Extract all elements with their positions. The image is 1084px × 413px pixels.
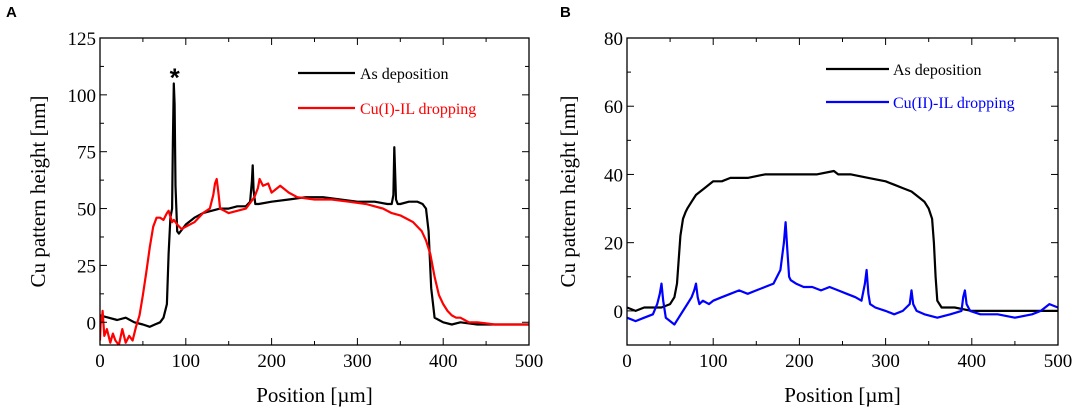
legend-label-b-1: As deposition — [893, 62, 981, 79]
legend-label-a-1: As deposition — [360, 66, 448, 83]
x-tick-label-a: 400 — [429, 351, 458, 372]
series-line-b-2 — [627, 221, 1058, 326]
panel-a: A 0 100 200 300 400 500 0 25 50 75 100 125 Position … — [6, 4, 543, 407]
x-tick-label-a: 500 — [515, 351, 544, 372]
y-tick-label-a: 0 — [87, 313, 97, 334]
x-axis-label-a: Position [µm] — [256, 383, 373, 407]
y-tick-label-b: 80 — [604, 29, 623, 50]
y-tick-label-a: 125 — [68, 29, 97, 50]
y-tick-label-a: 50 — [77, 200, 96, 221]
panel-b: B 0 100 200 300 400 500 0 20 40 60 80 Position [µm]… — [556, 4, 1072, 407]
x-tick-label-a: 300 — [343, 351, 372, 372]
panel-letter-b: B — [560, 4, 571, 21]
x-tick-label-b: 300 — [871, 351, 900, 372]
y-tick-label-a: 100 — [68, 86, 97, 107]
series-line-a-1 — [100, 82, 529, 328]
x-tick-label-b: 500 — [1044, 351, 1073, 372]
peak-annotation-a: * — [170, 62, 181, 92]
y-tick-label-b: 20 — [604, 234, 623, 255]
x-tick-label-b: 100 — [699, 351, 728, 372]
x-tick-label-b: 0 — [622, 351, 632, 372]
y-tick-label-a: 75 — [77, 143, 96, 164]
y-axis-label-b: Cu pattern height [nm] — [556, 96, 580, 288]
plot-frame-a — [99, 37, 530, 346]
series-line-b-1 — [627, 169, 1058, 312]
x-axis-label-b: Position [µm] — [784, 383, 901, 407]
x-tick-label-a: 200 — [257, 351, 286, 372]
panel-letter-a: A — [6, 4, 17, 21]
y-axis-label-a: Cu pattern height [nm] — [26, 96, 50, 288]
y-tick-label-b: 60 — [604, 97, 623, 118]
legend-label-b-2: Cu(II)-IL dropping — [893, 95, 1015, 112]
x-tick-label-a: 0 — [95, 351, 105, 372]
x-tick-label-a: 100 — [172, 351, 201, 372]
x-tick-label-b: 400 — [958, 351, 987, 372]
legend-label-a-2: Cu(I)-IL dropping — [360, 101, 476, 118]
y-tick-label-a: 25 — [77, 256, 96, 277]
y-tick-label-b: 40 — [604, 165, 623, 186]
x-tick-label-b: 200 — [785, 351, 814, 372]
series-line-a-2 — [100, 177, 529, 345]
y-tick-label-b: 0 — [614, 302, 624, 323]
